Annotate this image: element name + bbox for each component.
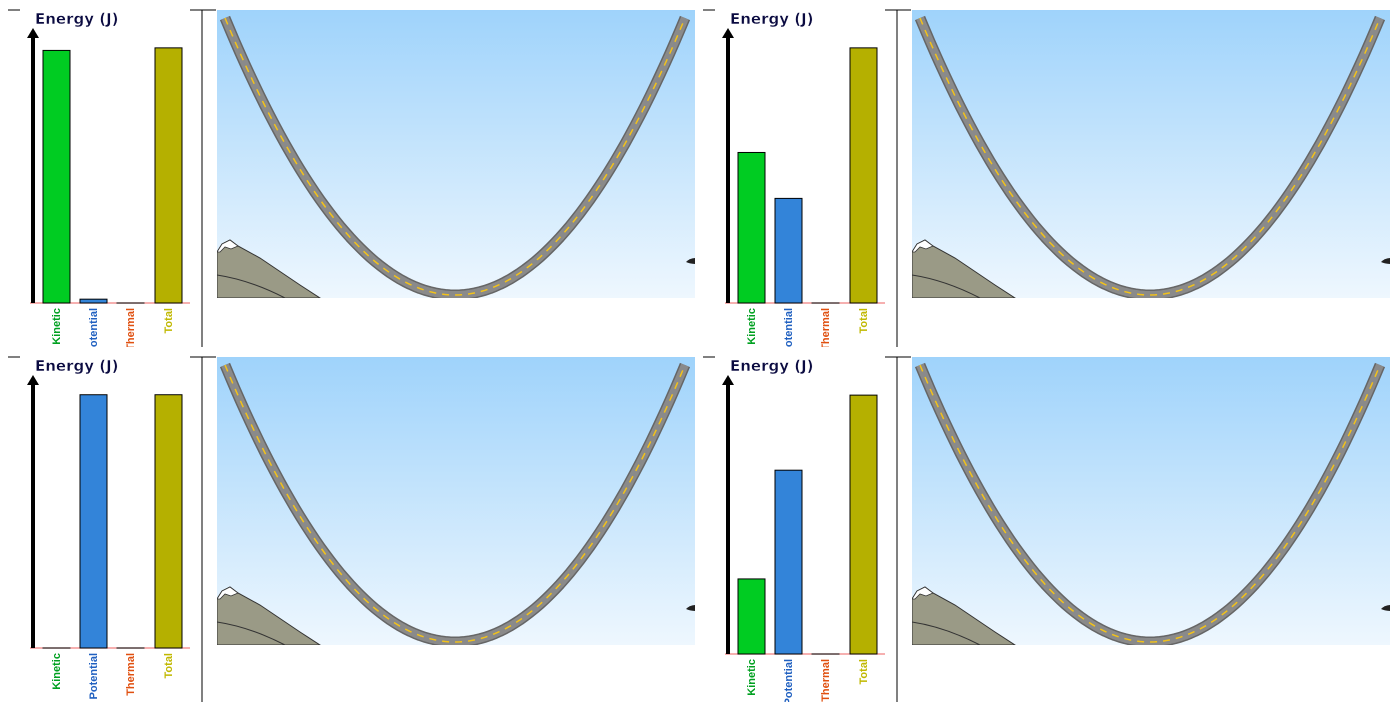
bar — [80, 395, 107, 648]
chart-title: Energy (J) — [35, 357, 119, 375]
track-scene — [912, 10, 1390, 298]
energy-panel: Energy (J) Kinetic Potential Thermal Total — [0, 347, 695, 702]
energy-panel: Energy (J) Kinetic Potential Thermal Total — [0, 0, 695, 347]
chart-title: Energy (J) — [730, 357, 814, 375]
category-label: Total — [858, 659, 870, 684]
category-label: Thermal — [125, 653, 137, 696]
bar — [738, 152, 765, 303]
category-label: Total — [163, 653, 175, 678]
track-scene — [217, 357, 695, 645]
category-label: Total — [858, 308, 870, 333]
bar — [775, 470, 802, 654]
category-label: Total — [163, 308, 175, 333]
category-label: Thermal — [125, 308, 137, 347]
category-label: Potential — [88, 653, 100, 699]
category-label: Kinetic — [51, 653, 63, 690]
category-label: Potential — [783, 308, 795, 347]
y-axis-arrow — [722, 28, 734, 38]
energy-panel: Energy (J) Kinetic Potential Thermal Total — [695, 0, 1390, 347]
category-label: Kinetic — [51, 308, 63, 345]
category-label: Potential — [88, 308, 100, 347]
y-axis-arrow — [27, 375, 39, 385]
category-label: Kinetic — [746, 659, 758, 696]
page: {"chart_data": [ {"type": "bar", "title"… — [0, 0, 1390, 702]
category-label: Kinetic — [746, 308, 758, 345]
y-axis-arrow — [722, 375, 734, 385]
category-label: Thermal — [820, 659, 832, 702]
bar — [850, 395, 877, 654]
bar — [155, 395, 182, 648]
y-axis-arrow — [27, 28, 39, 38]
bar — [775, 198, 802, 303]
category-label: Thermal — [820, 308, 832, 347]
bar — [80, 299, 107, 303]
bar — [155, 48, 182, 303]
bar — [43, 50, 70, 303]
track-scene — [912, 357, 1390, 645]
bar — [738, 579, 765, 654]
chart-title: Energy (J) — [35, 10, 119, 28]
energy-panel: Energy (J) Kinetic Potential Thermal Total — [695, 347, 1390, 702]
bar — [850, 48, 877, 303]
category-label: Potential — [783, 659, 795, 702]
chart-title: Energy (J) — [730, 10, 814, 28]
track-scene — [217, 10, 695, 298]
